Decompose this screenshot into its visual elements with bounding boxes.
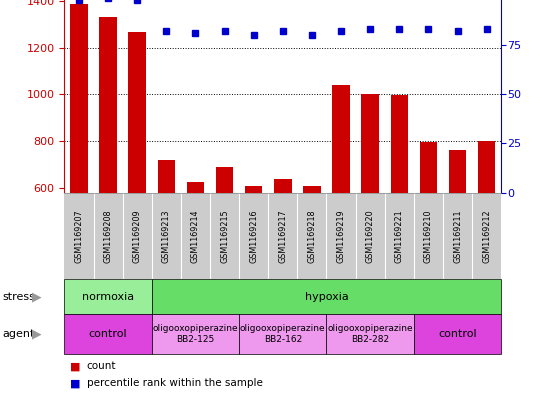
Text: stress: stress (3, 292, 36, 302)
Bar (70, 4, 88, 193)
Text: control: control (438, 329, 477, 339)
Bar (449, 150, 466, 193)
Bar (419, 142, 437, 193)
Text: agent: agent (3, 329, 35, 339)
Text: oligooxopiperazine
BB2-282: oligooxopiperazine BB2-282 (328, 324, 413, 344)
Text: GSM1169218: GSM1169218 (307, 209, 316, 263)
Bar (390, 95, 408, 193)
Text: GSM1169221: GSM1169221 (395, 209, 404, 263)
Text: GSM1169214: GSM1169214 (191, 209, 200, 263)
Bar (186, 182, 204, 193)
Text: hypoxia: hypoxia (305, 292, 348, 302)
Bar (245, 185, 263, 193)
Text: ■: ■ (70, 378, 81, 388)
Text: percentile rank within the sample: percentile rank within the sample (87, 378, 263, 388)
Bar (332, 85, 350, 193)
Text: GSM1169210: GSM1169210 (424, 209, 433, 263)
Text: ▶: ▶ (31, 327, 41, 341)
Bar (216, 167, 234, 193)
Text: GSM1169213: GSM1169213 (162, 209, 171, 263)
Text: GSM1169215: GSM1169215 (220, 209, 229, 263)
Bar (361, 94, 379, 193)
Text: GSM1169209: GSM1169209 (133, 209, 142, 263)
Text: ▶: ▶ (31, 290, 41, 303)
Text: GSM1169217: GSM1169217 (278, 209, 287, 263)
Bar (99, 17, 117, 193)
Text: GSM1169207: GSM1169207 (74, 209, 83, 263)
Text: GSM1169208: GSM1169208 (104, 209, 113, 263)
Text: control: control (89, 329, 127, 339)
Bar (128, 31, 146, 193)
Text: GSM1169219: GSM1169219 (337, 209, 346, 263)
Text: GSM1169211: GSM1169211 (453, 209, 462, 263)
Text: GSM1169212: GSM1169212 (482, 209, 491, 263)
Text: count: count (87, 361, 116, 371)
Bar (478, 141, 496, 193)
Text: normoxia: normoxia (82, 292, 134, 302)
Text: ■: ■ (70, 361, 81, 371)
Text: oligooxopiperazine
BB2-125: oligooxopiperazine BB2-125 (153, 324, 238, 344)
Bar (303, 185, 321, 193)
Text: GSM1169216: GSM1169216 (249, 209, 258, 263)
Text: GSM1169220: GSM1169220 (366, 209, 375, 263)
Bar (157, 160, 175, 193)
Bar (274, 178, 292, 193)
Text: oligooxopiperazine
BB2-162: oligooxopiperazine BB2-162 (240, 324, 325, 344)
